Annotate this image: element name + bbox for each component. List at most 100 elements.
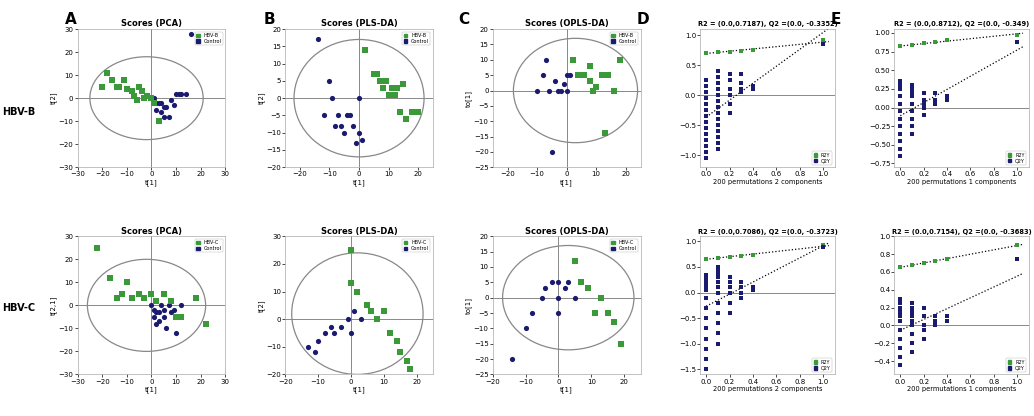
Point xyxy=(588,84,605,91)
Point xyxy=(815,37,831,43)
Point xyxy=(939,317,955,324)
Point xyxy=(904,42,920,48)
Point xyxy=(366,71,383,77)
Point xyxy=(131,290,148,297)
Point xyxy=(698,279,714,286)
Text: HBV-B: HBV-B xyxy=(2,107,35,117)
Point xyxy=(392,349,408,356)
Point xyxy=(371,77,388,84)
Point xyxy=(538,57,554,63)
Point xyxy=(698,366,714,373)
Point xyxy=(300,344,316,350)
Point xyxy=(709,255,726,261)
Point xyxy=(709,264,726,270)
Point xyxy=(698,274,714,280)
Point xyxy=(904,115,920,122)
Point xyxy=(709,255,726,261)
Point xyxy=(927,258,944,265)
Point xyxy=(709,255,726,261)
Point xyxy=(915,322,932,329)
Point xyxy=(168,329,184,336)
Point xyxy=(698,89,714,96)
Point xyxy=(342,280,359,287)
Point xyxy=(187,295,204,302)
Point xyxy=(744,251,761,258)
Point xyxy=(709,86,726,92)
Y-axis label: t[2]: t[2] xyxy=(51,92,57,104)
Point xyxy=(892,145,909,152)
X-axis label: t[1]: t[1] xyxy=(353,179,365,186)
Point xyxy=(722,279,738,286)
Point xyxy=(733,71,750,77)
Point xyxy=(709,340,726,347)
Point xyxy=(722,274,738,280)
Point xyxy=(606,319,622,326)
Point xyxy=(316,329,333,336)
Point xyxy=(709,271,726,278)
Point xyxy=(892,353,909,360)
Point xyxy=(345,122,362,129)
Point xyxy=(892,304,909,311)
Point xyxy=(362,307,378,314)
Point xyxy=(387,92,403,98)
Point xyxy=(709,116,726,123)
Point xyxy=(904,262,920,268)
Point xyxy=(904,262,920,268)
Point xyxy=(158,104,175,111)
Point xyxy=(904,42,920,48)
Point xyxy=(116,77,132,83)
Point xyxy=(698,271,714,278)
Point xyxy=(904,42,920,48)
Point xyxy=(709,289,726,296)
Title: R2 = (0.0,0.8712), Q2 =(0.0, -0.349): R2 = (0.0,0.8712), Q2 =(0.0, -0.349) xyxy=(894,21,1029,27)
Point xyxy=(143,95,159,102)
Point xyxy=(325,95,341,102)
Point xyxy=(550,310,567,316)
Point xyxy=(173,314,189,320)
Point xyxy=(381,92,397,98)
Point xyxy=(698,125,714,131)
Point xyxy=(698,50,714,57)
Point xyxy=(146,95,162,102)
Point xyxy=(915,260,932,266)
Point xyxy=(709,320,726,327)
Point xyxy=(354,136,370,143)
Point xyxy=(395,81,412,88)
Point xyxy=(904,42,920,48)
Point xyxy=(915,40,932,47)
Point xyxy=(547,78,564,84)
Point xyxy=(733,89,750,96)
Text: E: E xyxy=(830,12,841,27)
Y-axis label: to[1]: to[1] xyxy=(465,297,473,314)
Point xyxy=(722,110,738,116)
Point xyxy=(148,99,164,106)
Point xyxy=(709,110,726,116)
Point xyxy=(517,325,534,332)
Point xyxy=(709,49,726,55)
X-axis label: t[1]: t[1] xyxy=(145,179,158,186)
Point xyxy=(892,43,909,50)
Point xyxy=(165,307,182,313)
Point xyxy=(342,247,359,253)
Point xyxy=(351,129,367,136)
Point xyxy=(123,88,140,94)
Point xyxy=(698,50,714,57)
Point xyxy=(904,42,920,48)
Point xyxy=(904,93,920,100)
X-axis label: t[1]: t[1] xyxy=(560,179,573,186)
Legend: R2Y, Q2Y: R2Y, Q2Y xyxy=(812,358,832,372)
Point xyxy=(915,40,932,47)
Point xyxy=(342,112,359,119)
Point xyxy=(892,264,909,271)
Point xyxy=(389,338,405,344)
Point xyxy=(347,140,364,146)
Point xyxy=(160,113,177,120)
Point xyxy=(168,314,184,320)
Point xyxy=(600,72,616,79)
Point xyxy=(401,366,418,372)
Point xyxy=(722,310,738,316)
Point xyxy=(326,329,342,336)
Point xyxy=(722,253,738,260)
Point xyxy=(904,42,920,48)
Point xyxy=(939,97,955,103)
